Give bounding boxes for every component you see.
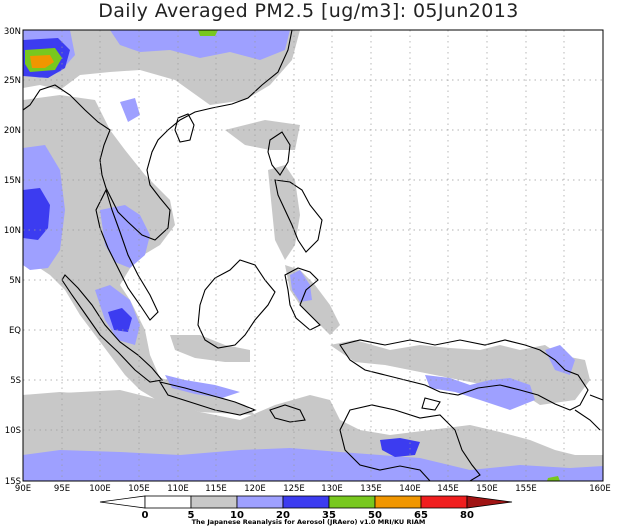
colorbar-tick: 80	[460, 510, 474, 521]
lat-label: 10S	[5, 426, 21, 436]
lat-label: 25N	[4, 76, 21, 86]
lat-label: 30N	[4, 27, 21, 37]
lon-label: 95E	[54, 484, 70, 494]
colorbar-bin	[282, 495, 330, 509]
lon-label: 160E	[589, 484, 611, 494]
colorbar-bin	[190, 495, 238, 509]
colorbar-bin	[420, 495, 468, 509]
coastlines	[22, 29, 604, 482]
colorbar: 0 5 10 20 35 50 65 80	[99, 495, 513, 521]
colorbar-tick: 0	[142, 510, 149, 521]
lon-label: 135E	[360, 484, 382, 494]
lon-label: 145E	[437, 484, 459, 494]
lon-label: 130E	[321, 484, 343, 494]
colorbar-tick: 10	[230, 510, 244, 521]
lat-label: 15N	[4, 176, 21, 186]
colorbar-bin	[328, 495, 376, 509]
lon-label: 110E	[167, 484, 189, 494]
lon-label: 100E	[89, 484, 111, 494]
colorbar-tick: 35	[322, 510, 336, 521]
pm25-shading-high	[25, 30, 560, 481]
lat-label: 10N	[4, 226, 21, 236]
lon-label: 140E	[399, 484, 421, 494]
longitude-labels: 90E 95E 100E 105E 110E 115E 120E 125E 13…	[15, 484, 611, 494]
colorbar-tick: 50	[368, 510, 382, 521]
lat-label: 5N	[9, 276, 21, 286]
lat-label: EQ	[9, 326, 21, 336]
lon-label: 90E	[15, 484, 31, 494]
colorbar-bin	[236, 495, 284, 509]
lon-label: 105E	[128, 484, 150, 494]
colorbar-tick: 65	[414, 510, 428, 521]
colorbar-tick: 5	[188, 510, 195, 521]
lat-label: 15S	[5, 477, 21, 487]
colorbar-tick: 20	[276, 510, 290, 521]
lon-label: 120E	[244, 484, 266, 494]
lon-label: 150E	[476, 484, 498, 494]
map-frame	[22, 29, 604, 482]
lon-label: 125E	[283, 484, 305, 494]
lat-label: 20N	[4, 126, 21, 136]
graticule	[23, 30, 603, 481]
credit-line: The Japanese Reanalysis for Aerosol (JRA…	[191, 518, 426, 526]
lat-label: 5S	[10, 376, 21, 386]
lon-label: 115E	[205, 484, 227, 494]
colorbar-arrow-low	[99, 495, 146, 509]
colorbar-bin	[374, 495, 422, 509]
lon-label: 155E	[515, 484, 537, 494]
colorbar-bin	[144, 495, 192, 509]
colorbar-arrow-high	[466, 495, 513, 509]
latitude-labels: 30N 25N 20N 15N 10N 5N EQ 5S 10S 15S	[4, 27, 21, 487]
map-title: Daily Averaged PM2.5 [ug/m3]: 05Jun2013	[98, 0, 519, 22]
